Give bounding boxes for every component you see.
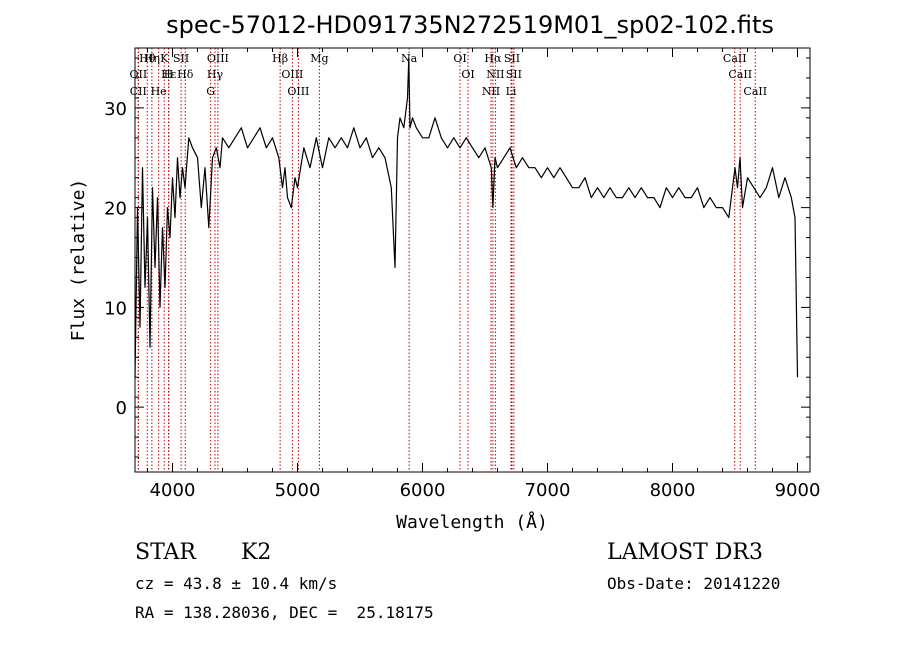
x-tick-label: 6000 <box>400 480 446 501</box>
y-tick-label: 30 <box>104 99 127 120</box>
line-label: G <box>206 85 215 98</box>
y-tick-label: 0 <box>116 398 127 419</box>
line-label: H <box>164 68 174 81</box>
line-label: SII <box>506 68 522 81</box>
line-label: OI <box>453 52 466 65</box>
line-label: Hγ <box>207 68 224 81</box>
line-label: Hα <box>484 52 502 65</box>
object-class-label: STAR <box>135 540 196 565</box>
y-tick-label: 20 <box>104 199 127 220</box>
line-label: SII <box>173 52 189 65</box>
line-label: CII <box>130 85 147 98</box>
obs-date-label: Obs-Date: 20141220 <box>607 574 781 593</box>
line-label: Hβ <box>272 52 288 65</box>
y-axis-label: Flux (relative) <box>68 179 89 342</box>
spectral-line-labels: Hθ OII CII Hη KH He Hε SII Hδ OIII Hγ G Hβ OIII OIII Mg… <box>130 52 768 98</box>
line-label: Hη <box>144 52 160 65</box>
x-tick-label: 9000 <box>775 480 821 501</box>
line-label: OIII <box>281 68 303 81</box>
x-tick-label: 8000 <box>650 480 696 501</box>
y-axis-ticks: 0 10 20 30 <box>104 57 810 458</box>
line-label: OIII <box>287 85 309 98</box>
line-label: Hδ <box>177 68 194 81</box>
x-axis-label: Wavelength (Å) <box>396 511 548 533</box>
object-subclass-label: K2 <box>241 540 272 565</box>
survey-label: LAMOST DR3 <box>607 540 763 565</box>
line-label: OII <box>130 68 148 81</box>
line-label: OI <box>461 68 474 81</box>
x-tick-label: 4000 <box>150 480 196 501</box>
line-label: SII <box>504 52 520 65</box>
spectral-line-markers <box>137 48 756 472</box>
line-label: He <box>151 85 167 98</box>
plot-frame <box>134 47 811 473</box>
line-label: CaII <box>728 68 752 81</box>
line-label: K <box>160 52 169 65</box>
x-axis-ticks: 4000 5000 6000 7000 8000 9000 <box>147 48 821 501</box>
spectrum-series-line <box>134 57 799 378</box>
line-label: Mg <box>310 52 328 65</box>
line-label: OIII <box>207 52 229 65</box>
line-label: NII <box>482 85 500 98</box>
x-tick-label: 5000 <box>275 480 321 501</box>
line-label: CaII <box>743 85 767 98</box>
line-label: CaII <box>723 52 747 65</box>
line-label: NII <box>486 68 504 81</box>
line-label: Hε <box>161 68 177 81</box>
line-label: Li <box>506 85 517 98</box>
x-tick-label: 7000 <box>525 480 571 501</box>
chart-title: spec-57012-HD091735N272519M01_sp02-102.f… <box>166 11 774 39</box>
y-tick-label: 10 <box>104 298 127 319</box>
line-label: Hθ <box>139 52 156 65</box>
cz-label: cz = 43.8 ± 10.4 km/s <box>135 574 338 593</box>
coords-label: RA = 138.28036, DEC = 25.18175 <box>135 603 434 622</box>
